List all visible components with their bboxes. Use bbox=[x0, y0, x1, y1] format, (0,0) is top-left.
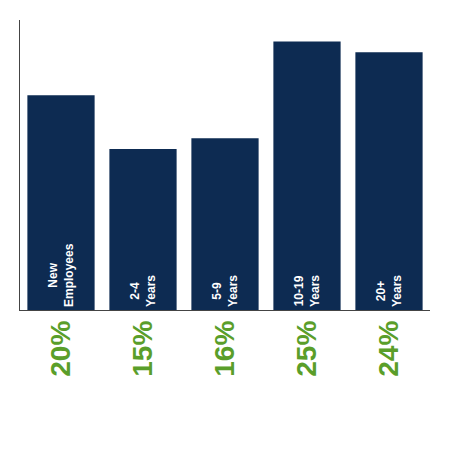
svg-text:25%: 25% bbox=[291, 321, 322, 377]
svg-text:20%: 20% bbox=[45, 321, 76, 377]
svg-text:NewEmployees: NewEmployees bbox=[46, 243, 76, 307]
svg-text:15%: 15% bbox=[127, 321, 158, 377]
svg-text:16%: 16% bbox=[209, 321, 240, 377]
svg-text:10-19Years: 10-19Years bbox=[292, 275, 322, 307]
svg-text:24%: 24% bbox=[373, 321, 404, 377]
svg-text:5-9Years: 5-9Years bbox=[210, 275, 240, 307]
svg-text:20+Years: 20+Years bbox=[374, 275, 404, 307]
svg-text:2-4Years: 2-4Years bbox=[128, 275, 158, 307]
